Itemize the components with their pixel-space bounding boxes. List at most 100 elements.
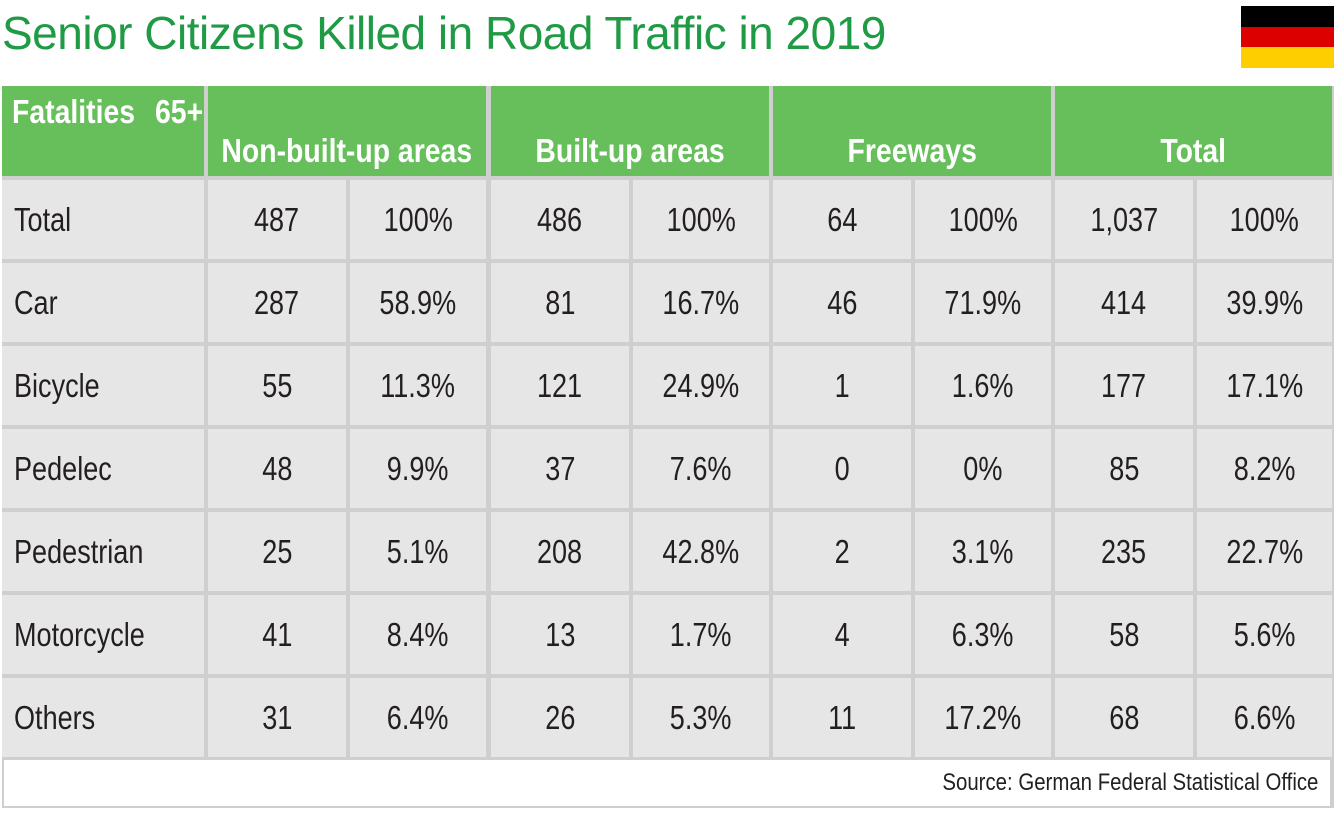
table-cell-value: 71.9%: [944, 283, 1022, 321]
table-cell-value: 1.6%: [952, 366, 1014, 404]
table-cell-count: 68: [1055, 678, 1193, 757]
table-cell-percent: 24.9%: [633, 346, 769, 425]
table-cell-count: 13: [491, 595, 629, 674]
table-cell-value: 5.6%: [1233, 615, 1296, 653]
header-corner-line: Fatalities: [12, 93, 136, 130]
table-cell-count: 486: [491, 180, 629, 259]
table-cell-count: 11: [773, 678, 911, 757]
table-cell-value: 39.9%: [1226, 283, 1303, 321]
table-cell-value: 6.6%: [1233, 698, 1296, 736]
table-cell-count: 2: [773, 512, 911, 591]
table-cell-value: 4: [834, 615, 850, 653]
table-cell-value: 100%: [948, 200, 1018, 238]
table-cell-value: 16.7%: [662, 283, 740, 321]
table-cell-count: 0: [773, 429, 911, 508]
table-cell-count: 208: [491, 512, 629, 591]
table-cell-percent: 6.6%: [1197, 678, 1332, 757]
table-cell-count: 26: [491, 678, 629, 757]
row-label-text: Bicycle: [14, 366, 100, 404]
table-cell-percent: 1.6%: [915, 346, 1051, 425]
column-group-header-label: Non-built-up areas: [221, 132, 473, 169]
table-cell-value: 487: [254, 200, 300, 238]
table-cell-count: 31: [208, 678, 346, 757]
table-cell-count: 487: [208, 180, 346, 259]
table-cell-value: 9.9%: [387, 449, 449, 487]
table-cell-count: 41: [208, 595, 346, 674]
table-cell-value: 17.2%: [944, 698, 1022, 736]
column-group-header: Freeways: [773, 86, 1051, 176]
column-group-header: Non-built-up areas: [208, 86, 486, 176]
row-label: Total: [2, 180, 204, 259]
fatalities-table: Fatalities 65+ Non-built-up areas Built-up …: [2, 86, 1334, 808]
table-cell-value: 2: [834, 532, 850, 570]
table-cell-count: 55: [208, 346, 346, 425]
table-cell-count: 287: [208, 263, 346, 342]
table-cell-value: 31: [261, 698, 293, 736]
table-cell-count: 4: [773, 595, 911, 674]
row-label: Bicycle: [2, 346, 204, 425]
flag-stripe-black: [1241, 6, 1334, 27]
table-cell-percent: 16.7%: [633, 263, 769, 342]
table-cell-value: 121: [537, 366, 583, 404]
table-cell-value: 11.3%: [380, 366, 456, 404]
table-cell-percent: 8.4%: [350, 595, 486, 674]
table-cell-value: 5.1%: [387, 532, 449, 570]
row-label: Others: [2, 678, 204, 757]
table-cell-percent: 100%: [350, 180, 486, 259]
table-cell-value: 85: [1108, 449, 1140, 487]
table-cell-count: 46: [773, 263, 911, 342]
table-cell-count: 37: [491, 429, 629, 508]
table-cell-value: 100%: [1229, 200, 1300, 238]
table-cell-percent: 8.2%: [1197, 429, 1332, 508]
table-cell-value: 208: [537, 532, 583, 570]
table-cell-percent: 5.1%: [350, 512, 486, 591]
column-group-header: Total: [1055, 86, 1332, 176]
table-cell-percent: 9.9%: [350, 429, 486, 508]
table-cell-value: 1: [834, 366, 850, 404]
table-cell-count: 414: [1055, 263, 1193, 342]
page-title: Senior Citizens Killed in Road Traffic i…: [2, 7, 886, 59]
table-cell-value: 68: [1108, 698, 1140, 736]
table-cell-value: 8.4%: [387, 615, 449, 653]
table-cell-value: 1.7%: [670, 615, 732, 653]
table-cell-value: 8.2%: [1233, 449, 1296, 487]
table-cell-value: 37: [544, 449, 576, 487]
table-cell-value: 25: [261, 532, 293, 570]
table-cell-percent: 22.7%: [1197, 512, 1332, 591]
flag-stripe-red: [1241, 26, 1334, 48]
header-corner-line: 65+: [155, 93, 204, 130]
table-cell-percent: 3.1%: [915, 512, 1051, 591]
table-cell-percent: 0%: [915, 429, 1051, 508]
table-cell-percent: 42.8%: [633, 512, 769, 591]
column-group-header-label: Freeways: [847, 132, 977, 169]
table-cell-value: 42.8%: [662, 532, 740, 570]
table-cell-value: 22.7%: [1226, 532, 1303, 570]
table-cell-count: 177: [1055, 346, 1193, 425]
table-cell-percent: 39.9%: [1197, 263, 1332, 342]
table-cell-count: 58: [1055, 595, 1193, 674]
column-group-header-label: Built-up areas: [535, 132, 725, 169]
table-cell-value: 26: [544, 698, 576, 736]
table-cell-value: 1,037: [1090, 200, 1158, 238]
table-cell-count: 121: [491, 346, 629, 425]
table-cell-value: 414: [1101, 283, 1147, 321]
row-label: Motorcycle: [2, 595, 204, 674]
table-cell-percent: 17.1%: [1197, 346, 1332, 425]
table-cell-percent: 100%: [1197, 180, 1332, 259]
row-label: Pedestrian: [2, 512, 204, 591]
row-label-text: Pedestrian: [14, 532, 144, 570]
table-cell-value: 81: [544, 283, 576, 321]
table-cell-percent: 7.6%: [633, 429, 769, 508]
row-label-text: Total: [14, 200, 72, 238]
table-cell-value: 0%: [963, 449, 1003, 487]
table-cell-value: 287: [254, 283, 300, 321]
row-label-text: Car: [14, 283, 58, 321]
table-cell-value: 24.9%: [662, 366, 740, 404]
table-cell-count: 1: [773, 346, 911, 425]
row-label: Pedelec: [2, 429, 204, 508]
table-cell-percent: 100%: [915, 180, 1051, 259]
table-cell-value: 11: [827, 698, 857, 736]
flag-stripe-gold: [1241, 47, 1334, 68]
row-label: Car: [2, 263, 204, 342]
table-cell-value: 46: [826, 283, 858, 321]
